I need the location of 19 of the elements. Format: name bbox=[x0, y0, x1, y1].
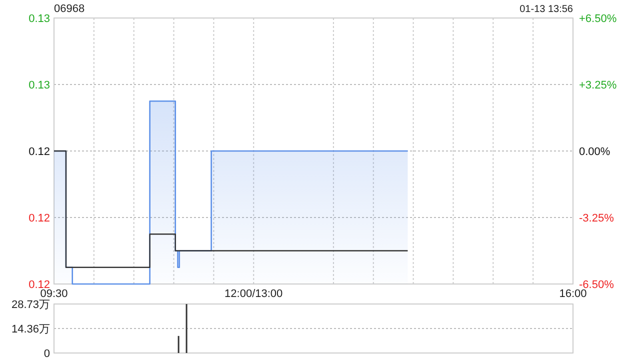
x-tick-label: 12:00/13:00 bbox=[224, 288, 283, 300]
line-series bbox=[53, 150, 408, 268]
y-tick-label: 0.12 bbox=[28, 212, 50, 224]
y3-tick-label: 0 bbox=[44, 348, 50, 360]
y3-tick-label: 14.36万 bbox=[11, 324, 50, 336]
y-tick-label: 0.13 bbox=[28, 80, 50, 92]
y-tick-label: 0.12 bbox=[28, 146, 50, 158]
y2-tick-label: 0.00% bbox=[579, 146, 610, 158]
chart-title: 06968 bbox=[54, 3, 85, 15]
y-tick-label: 0.13 bbox=[28, 13, 50, 25]
y3-tick-label: 28.73万 bbox=[11, 299, 50, 311]
y2-tick-label: +6.50% bbox=[579, 13, 617, 25]
y2-tick-label: -6.50% bbox=[579, 279, 614, 291]
y2-tick-label: -3.25% bbox=[579, 212, 614, 224]
x-tick-label: 09:30 bbox=[40, 288, 68, 300]
x-tick-label: 16:00 bbox=[559, 288, 587, 300]
y-tick-label: 0.12 bbox=[28, 279, 50, 291]
y2-tick-label: +3.25% bbox=[579, 80, 617, 92]
text: 01-13 13:56 bbox=[520, 4, 574, 15]
